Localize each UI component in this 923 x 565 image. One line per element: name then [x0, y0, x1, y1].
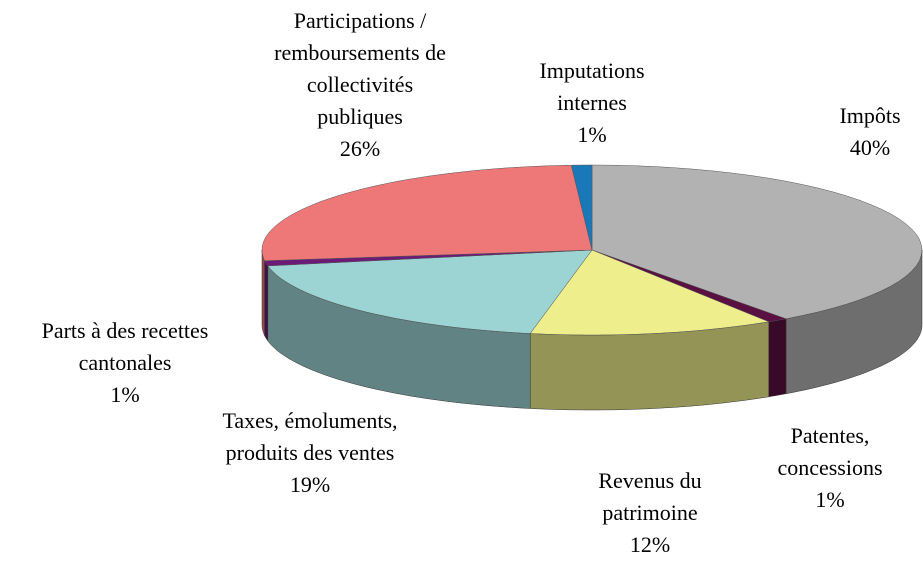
slice: [261, 164, 593, 261]
slice: [264, 249, 593, 267]
slice-label: Taxes, émoluments, produits des ventes 19…: [210, 405, 410, 501]
slice: [570, 164, 593, 251]
slice: [529, 249, 770, 336]
value-label: 26%: [339, 136, 381, 161]
slice: [591, 164, 923, 320]
category-label: Patentes, concessions: [777, 423, 883, 480]
slice-side: [261, 250, 265, 336]
value-label: 1%: [577, 122, 607, 147]
category-label: Parts à des recettes cantonales: [41, 318, 209, 375]
slice-label: Imputations internes 1%: [517, 55, 667, 151]
slice-label: Revenus du patrimoine 12%: [575, 465, 725, 561]
category-label: Impôts: [839, 103, 901, 128]
value-label: 1%: [815, 487, 845, 512]
category-label: Revenus du patrimoine: [598, 468, 702, 525]
slice: [591, 249, 787, 323]
slice-side: [264, 260, 269, 342]
value-label: 12%: [629, 532, 671, 557]
slice: [267, 249, 593, 334]
slice-label: Parts à des recettes cantonales 1%: [10, 315, 240, 411]
category-label: Taxes, émoluments, produits des ventes: [222, 408, 398, 465]
category-label: Imputations internes: [539, 58, 645, 115]
slice-side: [768, 318, 787, 398]
slice-label: Participations / remboursements de colle…: [270, 5, 450, 165]
slice-label: Impôts 40%: [810, 100, 923, 164]
category-label: Participations / remboursements de colle…: [274, 8, 446, 129]
value-label: 1%: [110, 382, 140, 407]
value-label: 40%: [849, 135, 891, 160]
value-label: 19%: [289, 472, 331, 497]
slice-label: Patentes, concessions 1%: [760, 420, 900, 516]
slice-side: [529, 321, 770, 411]
